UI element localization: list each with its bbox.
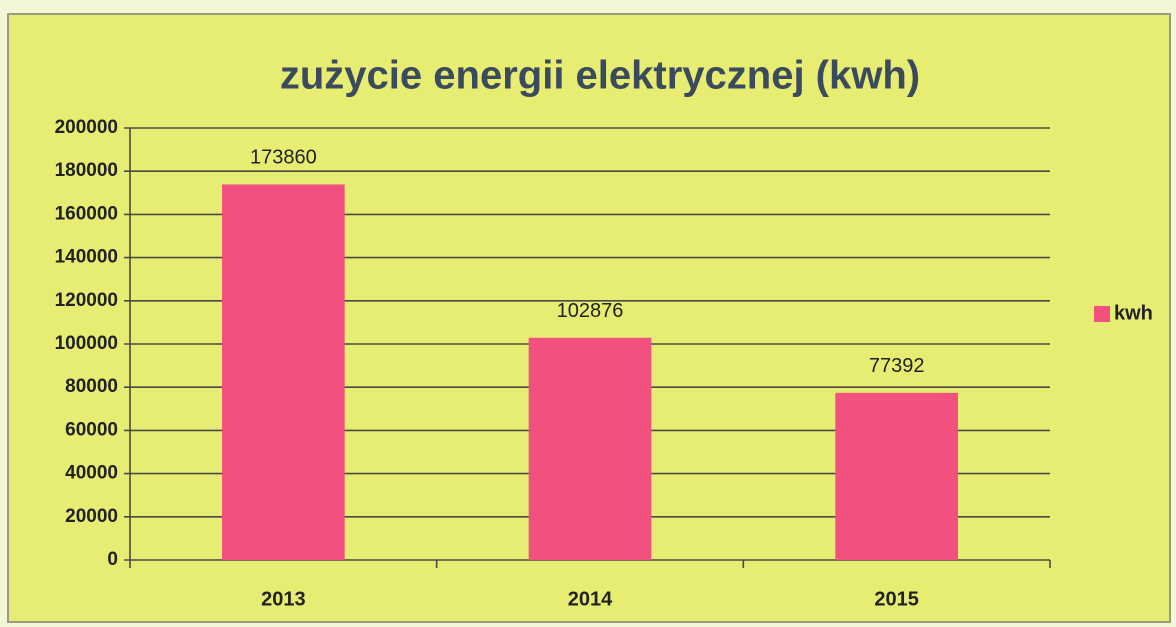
y-tick-label: 40000 <box>65 463 118 484</box>
bar <box>222 184 345 560</box>
data-label: 77392 <box>869 355 925 377</box>
chart-title: zużycie energii elektrycznej (kwh) <box>280 54 920 98</box>
x-tick-label: 2014 <box>568 588 613 610</box>
legend-swatch <box>1094 306 1110 322</box>
y-tick-label: 160000 <box>55 203 118 224</box>
bar <box>835 392 958 560</box>
data-label: 102876 <box>557 300 624 322</box>
bar <box>528 337 652 560</box>
y-tick-label: 200000 <box>55 117 118 138</box>
y-tick-label: 20000 <box>65 506 118 527</box>
y-tick-label: 0 <box>107 549 118 570</box>
x-tick-label: 2015 <box>874 588 919 610</box>
y-tick-label: 80000 <box>65 376 118 397</box>
y-tick-label: 180000 <box>55 160 118 181</box>
y-tick-label: 120000 <box>55 290 118 311</box>
y-tick-label: 140000 <box>55 247 118 268</box>
y-tick-label: 100000 <box>55 333 118 354</box>
x-tick-label: 2013 <box>261 588 306 610</box>
y-tick-label: 60000 <box>65 419 118 440</box>
data-label: 173860 <box>250 147 317 169</box>
legend-label: kwh <box>1114 302 1153 324</box>
